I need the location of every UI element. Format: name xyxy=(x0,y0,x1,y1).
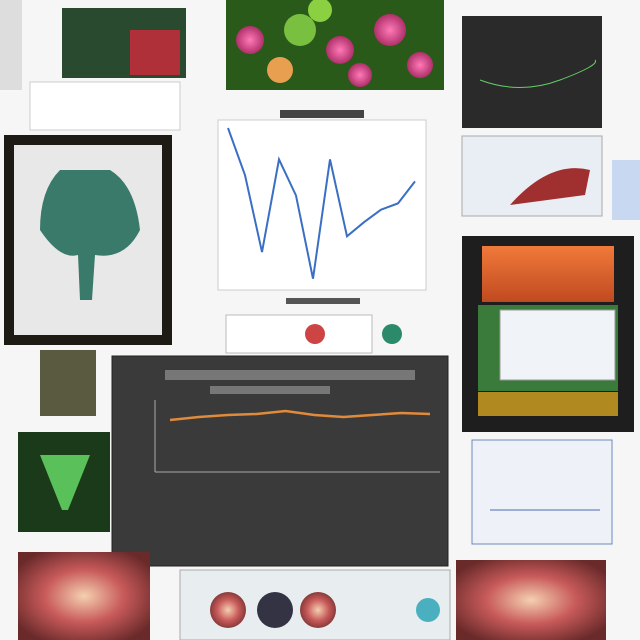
chart-title-blur xyxy=(280,110,364,118)
thumb xyxy=(612,160,640,220)
blue-plot xyxy=(471,439,613,545)
x-label-blur xyxy=(286,298,360,304)
yellow-strip xyxy=(478,392,618,416)
dark-plot xyxy=(462,16,602,128)
funnel-shape xyxy=(40,455,90,510)
thumb-red xyxy=(130,30,180,75)
thumb-shells xyxy=(40,350,96,416)
thumb-icon xyxy=(257,592,293,628)
thumb-icon xyxy=(382,324,402,344)
inner-plot xyxy=(499,309,616,381)
data-line xyxy=(227,127,416,279)
thumb-icon xyxy=(416,598,440,622)
decor-curve xyxy=(479,59,597,88)
data-line xyxy=(169,409,431,422)
dark-title-blur xyxy=(210,386,330,394)
thumb-icon xyxy=(305,324,325,344)
thumb-row xyxy=(225,314,373,354)
fruit-blobs xyxy=(236,0,433,87)
thumb-icon xyxy=(300,592,336,628)
dark-line-chart xyxy=(169,409,431,422)
dark-title-blur xyxy=(165,370,415,380)
thumb xyxy=(0,0,22,90)
thumb-icon xyxy=(210,592,246,628)
shoe-shape xyxy=(510,168,590,205)
eye-image xyxy=(18,552,150,640)
tree-shape xyxy=(40,170,140,300)
orange-block xyxy=(482,246,614,302)
line-chart xyxy=(227,127,416,279)
thumb-plot xyxy=(29,81,181,131)
eye-image xyxy=(456,560,606,640)
